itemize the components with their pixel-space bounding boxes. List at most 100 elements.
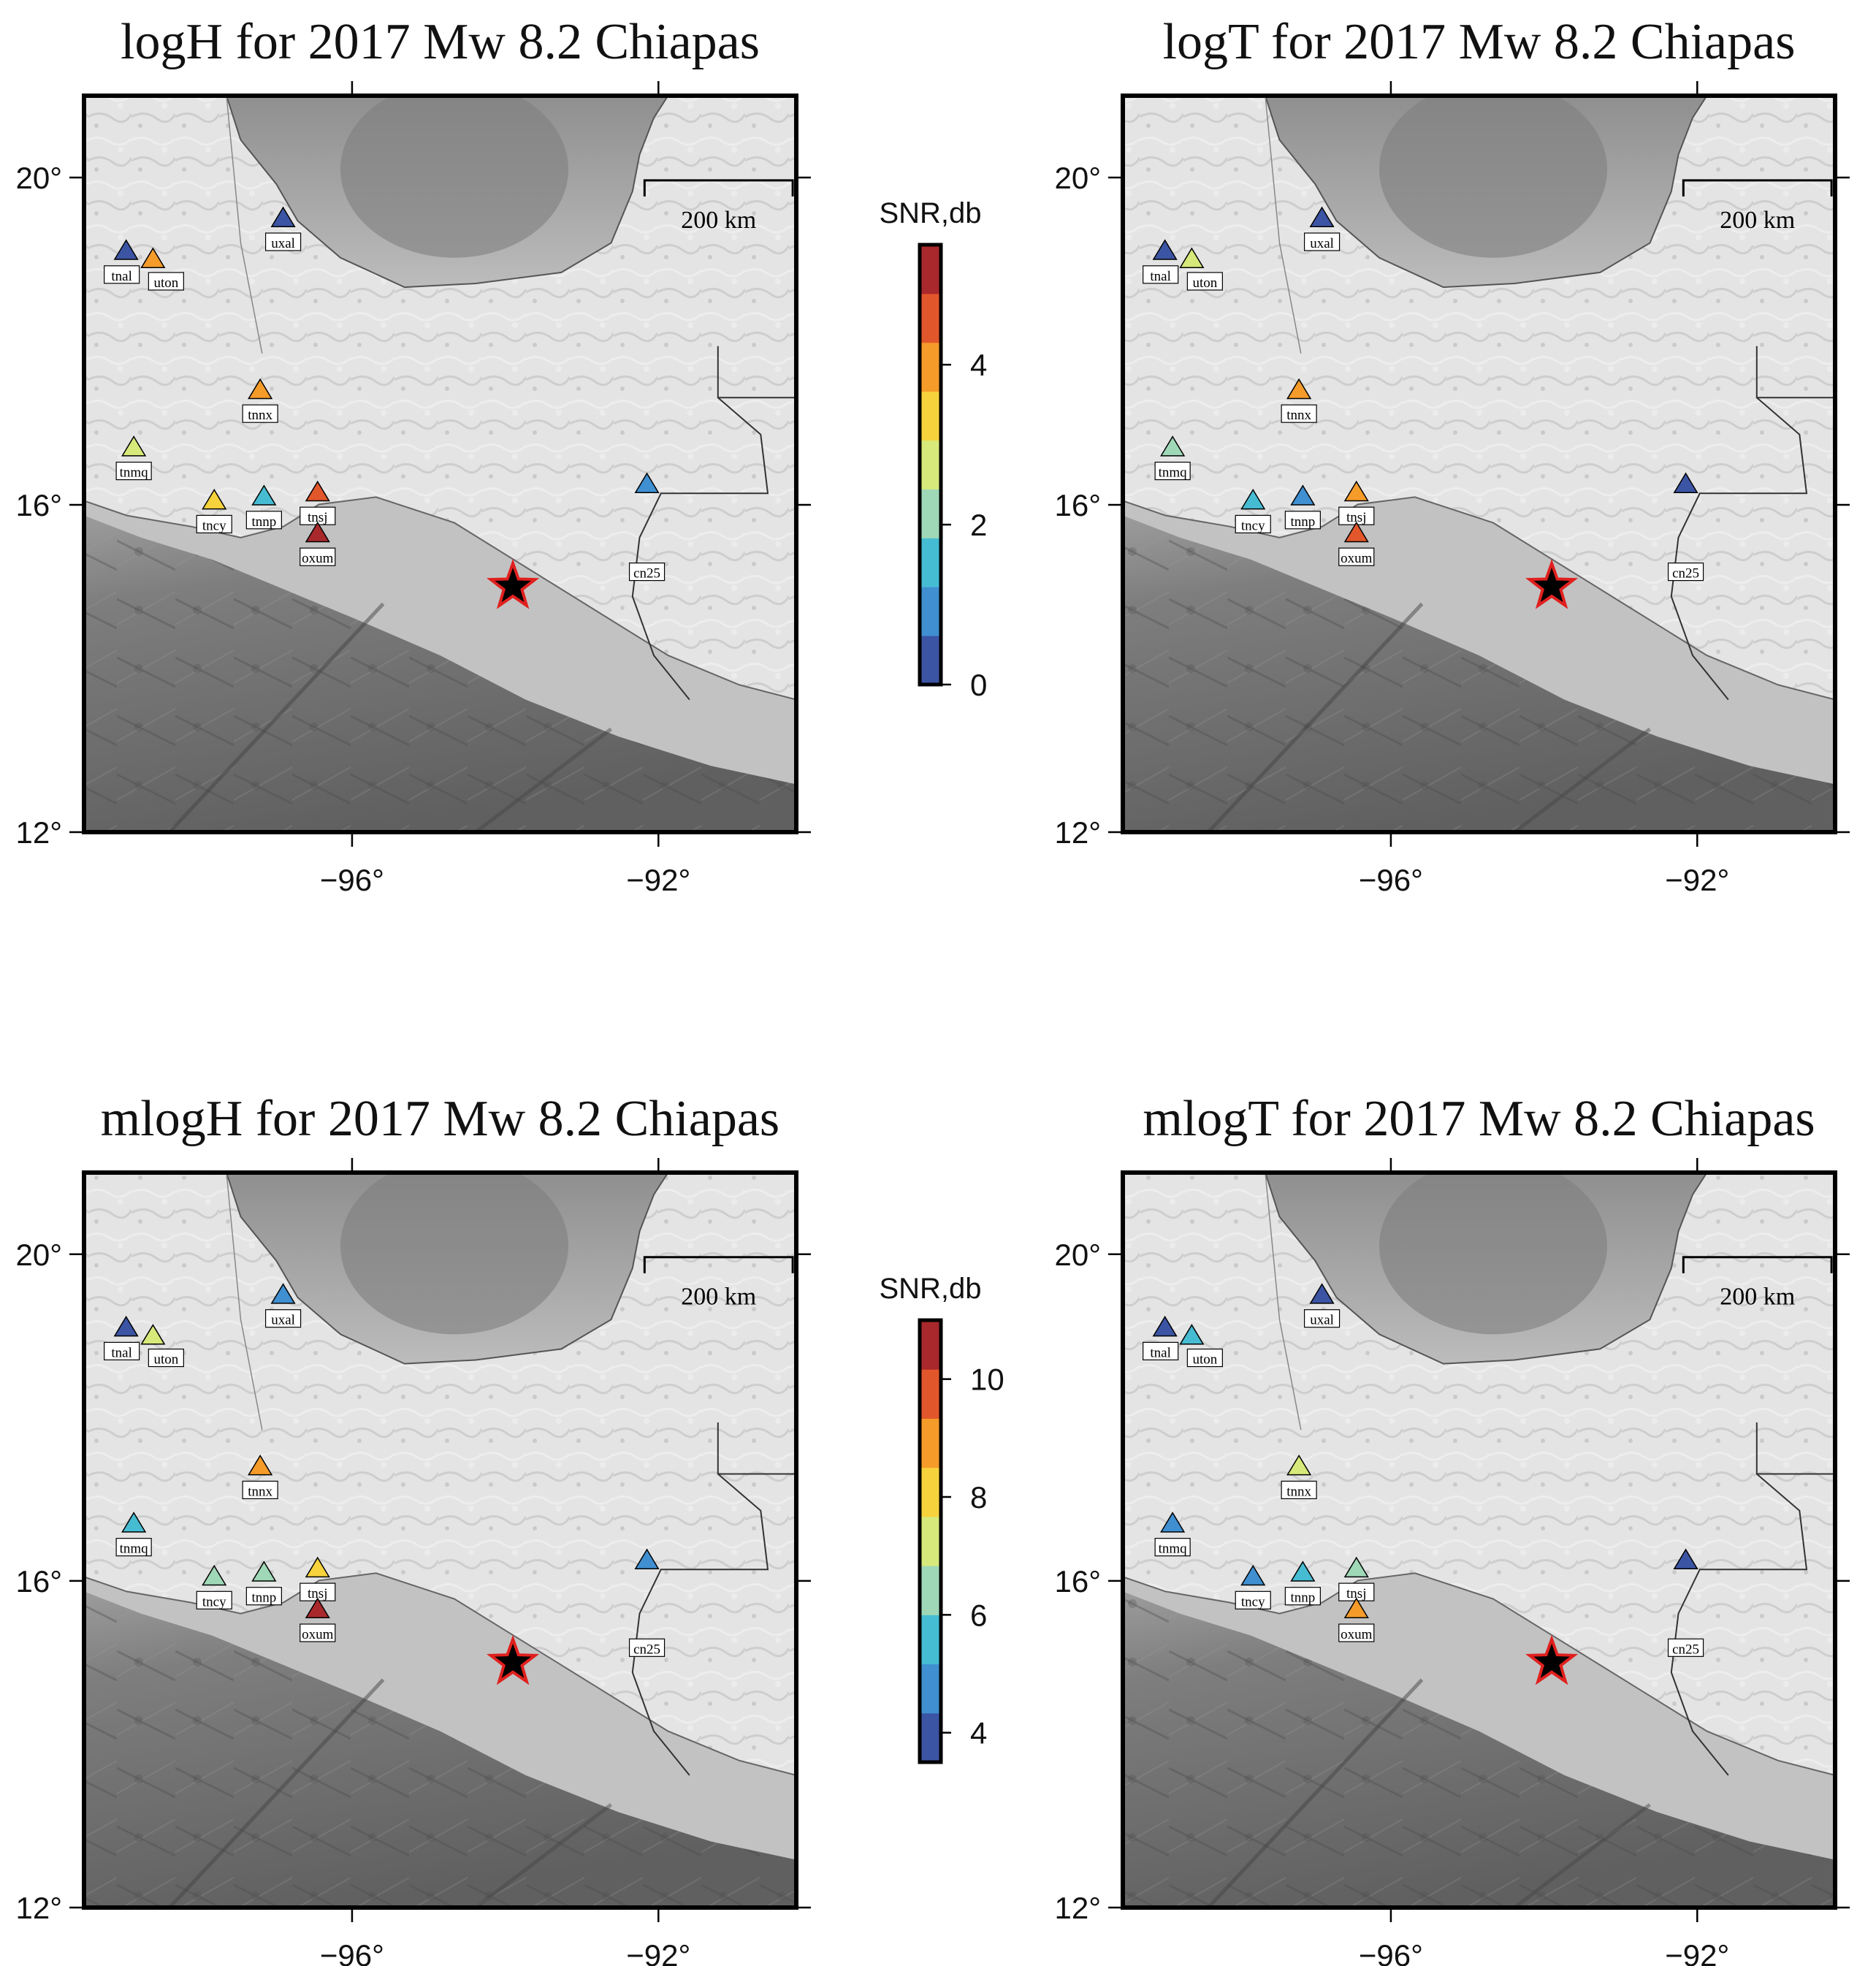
station-triangle-icon [1179, 1324, 1205, 1345]
station-label: tnsj [308, 510, 327, 525]
station-label: uton [153, 275, 178, 291]
station-triangle-icon [248, 1454, 273, 1476]
map-background [84, 1173, 796, 1908]
station-label-box [148, 272, 184, 291]
station-tnmq: tnmq [1154, 1512, 1191, 1557]
station-label: cn25 [1672, 1642, 1699, 1657]
station-tnal: tnal [1143, 239, 1179, 284]
station-label: tncy [202, 518, 226, 533]
station-label-box [115, 461, 152, 481]
epicenter-star-icon [487, 1634, 540, 1685]
station-label: tnal [1150, 1345, 1171, 1360]
map-background [1123, 1173, 1835, 1908]
gulf-coastline [226, 96, 669, 289]
national-border [717, 1422, 796, 1475]
station-triangle-icon [1343, 521, 1369, 543]
colorbar-segment [920, 245, 941, 294]
station-label-box [1338, 1623, 1375, 1642]
station-label: tnmq [1159, 465, 1188, 481]
station-label-box [245, 1587, 282, 1606]
station-triangle-icon [1160, 435, 1186, 457]
station-label: cn25 [633, 566, 660, 582]
station-tncy: tncy [196, 488, 232, 533]
national-border [1670, 1473, 1808, 1776]
panel-title: mlogT for 2017 Mw 8.2 Chiapas [1143, 1091, 1815, 1147]
station-uton: uton [140, 247, 184, 291]
y-tick-label: 20° [1054, 161, 1101, 195]
station-label-box [264, 232, 302, 251]
colorbar-tick-label: 2 [970, 508, 987, 542]
station-label-box [1186, 1348, 1223, 1368]
station-label: uxal [271, 1313, 295, 1328]
epicenter-star-icon [1525, 558, 1579, 609]
station-triangle-icon [1290, 1561, 1316, 1582]
station-tnal: tnal [1143, 1315, 1179, 1360]
station-label-box [1186, 272, 1223, 291]
station-triangle-icon [202, 488, 227, 510]
station-label-box [104, 265, 140, 284]
station-label: tncy [1241, 518, 1265, 533]
station-triangle-icon [305, 480, 330, 502]
station-triangle-icon [634, 472, 660, 493]
map-panel-logH: logH for 2017 Mw 8.2 Chiapas −96° −92° 20° 1… [15, 14, 811, 897]
station-tnnx: tnnx [1281, 1454, 1317, 1499]
gulf-coastline [1265, 1173, 1708, 1365]
station-label-box [1284, 1587, 1321, 1606]
station-tncy: tncy [1235, 1564, 1271, 1609]
epicenter-star-icon [487, 558, 540, 609]
station-tnmq: tnmq [115, 435, 152, 481]
national-border [1670, 397, 1808, 701]
station-tnal: tnal [104, 239, 140, 284]
station-label: tnmq [120, 1542, 149, 1557]
colorbar-segment [920, 636, 941, 685]
scale-bar [1682, 179, 1833, 197]
station-label-box [242, 1480, 278, 1500]
station-oxum: oxum [1338, 521, 1375, 566]
station-label-box [1154, 1538, 1191, 1557]
y-tick-label: 20° [15, 1238, 62, 1272]
colorbar-cb2: SNR,db 4 6 8 10 [879, 1273, 1004, 1764]
scale-bar-label: 200 km [1720, 207, 1795, 234]
scale-bar [643, 1256, 794, 1273]
colorbar-segment [920, 587, 941, 636]
station-triangle-icon [140, 247, 166, 268]
station-uton: uton [140, 1324, 184, 1368]
gulf-coastline [226, 1173, 669, 1365]
station-triangle-icon [270, 1283, 296, 1304]
map-frame [82, 1170, 798, 1910]
y-tick-label: 16° [15, 1564, 62, 1599]
station-label-box [300, 1623, 336, 1642]
colorbar-segment [920, 1369, 941, 1419]
station-label-box [115, 1538, 152, 1557]
station-triangle-icon [1290, 484, 1316, 506]
map-frame [1121, 1170, 1837, 1910]
scale-bar [643, 179, 794, 197]
station-label: tnnx [248, 1484, 272, 1499]
colorbar-segment [920, 1516, 941, 1566]
station-label-box [148, 1348, 184, 1368]
colorbar-segment [920, 1418, 941, 1468]
scale-bar-label: 200 km [681, 1284, 756, 1311]
colorbar-title: SNR,db [879, 197, 981, 229]
station-triangle-icon [121, 1512, 147, 1533]
station-triangle-icon [1673, 472, 1698, 493]
panel-title: logH for 2017 Mw 8.2 Chiapas [121, 14, 760, 70]
station-label: tnnx [248, 408, 272, 423]
national-border [717, 346, 796, 399]
station-tnsj: tnsj [1338, 480, 1375, 525]
colorbar-segment [920, 1712, 941, 1763]
station-tnsj: tnsj [1338, 1556, 1375, 1601]
station-triangle-icon [202, 1564, 227, 1586]
station-label: uxal [1310, 236, 1334, 251]
colorbar-segment [920, 1320, 941, 1370]
station-tnnx: tnnx [1281, 378, 1317, 423]
y-tick-label: 12° [1054, 815, 1101, 850]
station-triangle-icon [251, 484, 277, 506]
panel-title: mlogH for 2017 Mw 8.2 Chiapas [101, 1091, 779, 1147]
map-panel-mlogH: mlogH for 2017 Mw 8.2 Chiapas −96° −92° 20°… [15, 1091, 811, 1966]
station-triangle-icon [121, 435, 147, 457]
station-label-box [1284, 511, 1321, 530]
station-triangle-icon [1286, 1454, 1312, 1476]
station-label-box [1281, 404, 1317, 423]
